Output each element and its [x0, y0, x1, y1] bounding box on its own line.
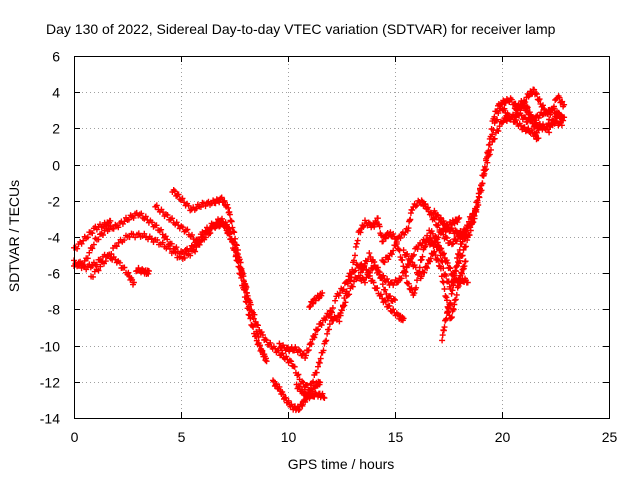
data-marks — [71, 86, 568, 414]
series-track-4 — [88, 105, 565, 393]
marker-plus-points — [400, 247, 469, 322]
y-tick-labels: -14 -12 -10 -8 -6 -4 -2 0 2 4 6 — [40, 49, 60, 427]
series-track-9 — [276, 305, 336, 361]
marker-plus-points — [357, 250, 398, 304]
series-track-7 — [152, 202, 270, 365]
series-track-17 — [426, 101, 542, 292]
marker-plus-points — [511, 98, 568, 136]
series-track-21 — [511, 98, 568, 136]
marker-plus-points — [276, 305, 336, 361]
chart-title: Day 130 of 2022, Sidereal Day-to-day VTE… — [46, 21, 556, 37]
marker-plus-points — [439, 208, 480, 344]
series-track-16 — [400, 247, 469, 322]
series-track-18 — [439, 208, 480, 344]
series-track-19 — [430, 207, 463, 231]
x-tick-label: 20 — [495, 429, 511, 445]
y-tick-label: -8 — [48, 302, 61, 318]
y-tick-label: 4 — [52, 85, 60, 101]
series-track-5 — [133, 264, 152, 277]
y-tick-label: -10 — [40, 339, 60, 355]
marker-plus-points — [133, 264, 152, 277]
y-tick-label: -14 — [40, 411, 60, 427]
tick-marks — [74, 56, 610, 419]
series-track-6 — [169, 187, 253, 313]
y-tick-label: -4 — [48, 230, 61, 246]
x-tick-label: 0 — [71, 429, 79, 445]
series-track-14 — [357, 250, 398, 304]
y-tick-label: -6 — [48, 266, 61, 282]
y-tick-label: 0 — [52, 158, 60, 174]
series-track-3 — [71, 251, 137, 288]
x-tick-label: 15 — [388, 429, 404, 445]
x-axis-label: GPS time / hours — [288, 456, 395, 472]
marker-plus-points — [426, 101, 542, 292]
marker-plus-points — [379, 86, 568, 266]
y-tick-label: -2 — [48, 194, 61, 210]
marker-plus-points — [169, 187, 253, 313]
series-track-10 — [293, 381, 328, 402]
marker-plus-points — [71, 251, 137, 288]
x-tick-label: 10 — [281, 429, 297, 445]
marker-plus-points — [430, 207, 463, 231]
marker-plus-points — [88, 105, 565, 393]
marker-plus-points — [152, 202, 270, 365]
marker-plus-points — [306, 289, 326, 310]
marker-plus-points — [293, 381, 328, 402]
x-tick-label: 5 — [178, 429, 186, 445]
y-axis-label: SDTVAR / TECUs — [6, 180, 22, 292]
y-tick-label: -12 — [40, 375, 60, 391]
x-tick-labels: 0 5 10 15 20 25 — [71, 429, 618, 445]
x-tick-label: 25 — [602, 429, 618, 445]
y-tick-label: 6 — [52, 49, 60, 65]
series-track-15 — [379, 86, 568, 266]
y-tick-label: 2 — [52, 121, 60, 137]
series-track-11 — [306, 289, 326, 310]
